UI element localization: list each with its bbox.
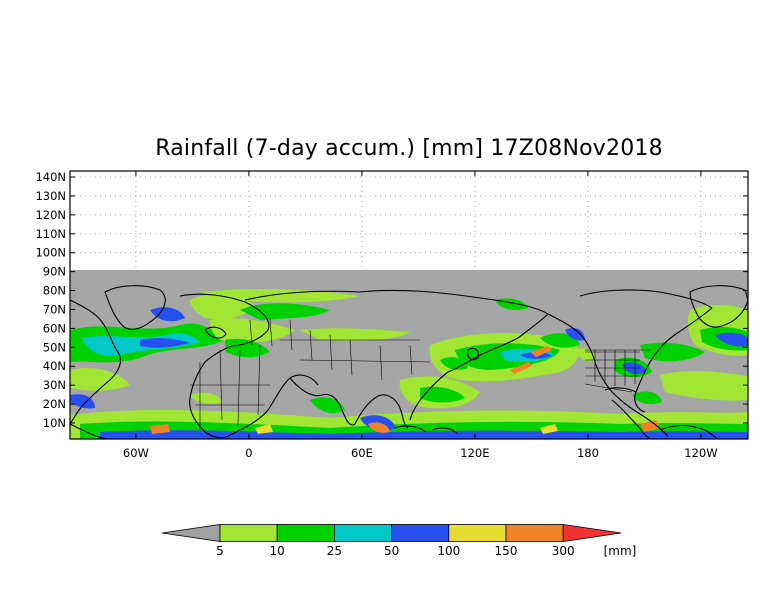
y-tick-label: 70N: [43, 302, 66, 316]
coastline-americas-west: [70, 299, 121, 425]
colorbar-segment: [562, 524, 622, 542]
coastline-north-america-west: [547, 313, 669, 437]
precip-patch: [632, 391, 662, 404]
colorbar-label: 50: [384, 544, 399, 558]
precip-patch: [255, 424, 273, 434]
y-tick-label: 140N: [35, 170, 66, 184]
precip-patch: [150, 424, 170, 434]
precip-patch: [540, 333, 580, 348]
plot-area: 140N 130N 120N 110N 100N 90N 80N 70N 60N 50N 40N 30…: [35, 170, 749, 460]
y-tick-label: 10N: [43, 416, 66, 430]
precip-patch: [70, 394, 95, 409]
precip-patch: [715, 332, 748, 347]
precip-patch: [440, 357, 468, 370]
precip-patch: [225, 338, 270, 358]
colorbar-label: 100: [437, 544, 460, 558]
map-title: Rainfall (7-day accum.) [mm] 17Z08Nov201…: [155, 136, 663, 161]
y-tick-label: 90N: [43, 265, 66, 279]
borders-eurasia: [249, 317, 431, 381]
precip-patch: [565, 328, 585, 341]
x-tick-label: 0: [245, 446, 252, 460]
precip-patch: [200, 289, 360, 303]
coastline-north-america-north: [579, 289, 713, 309]
x-tick-label: 120E: [460, 446, 489, 460]
coastline-britain: [204, 326, 227, 339]
y-tick-label: 100N: [35, 246, 66, 260]
colorbar-label: 150: [495, 544, 518, 558]
coastline-africa-east: [229, 374, 319, 436]
precip-patch: [190, 294, 255, 320]
coastline-europe-africa: [179, 293, 270, 439]
precip-patch: [640, 342, 705, 362]
colorbar-label: 300: [552, 544, 575, 558]
borders: [190, 317, 650, 430]
gridlines: [70, 171, 748, 270]
coastline-south-america: [659, 424, 719, 439]
y-tick-label: 20N: [43, 397, 66, 411]
coastline-asia-north: [244, 289, 549, 315]
colorbar-segment: [219, 524, 278, 542]
y-tick-label: 60N: [43, 321, 66, 335]
colorbar-segment: [391, 524, 450, 542]
coastline-north-america-east: [634, 307, 713, 413]
x-tick-label: 60E: [351, 446, 373, 460]
y-axis: 140N 130N 120N 110N 100N 90N 80N 70N 60N 50N 40N 30…: [35, 170, 748, 430]
precip-patch: [368, 422, 390, 433]
precip-patch: [660, 371, 748, 401]
coastline-japan: [467, 347, 479, 361]
borders-usa-states: [585, 350, 640, 386]
coastline-south-asia: [289, 377, 409, 429]
coastline-greenland-east: [689, 285, 748, 328]
x-tick-label: 120W: [684, 446, 717, 460]
colorbar-unit: [mm]: [604, 544, 637, 558]
colorbar-segment: [505, 524, 564, 542]
colorbar-segment: [161, 524, 221, 542]
coastline-east-asia: [409, 313, 549, 421]
precip-patch: [540, 424, 558, 434]
x-tick-label: 60W: [123, 446, 149, 460]
precip-patch: [640, 420, 660, 432]
y-tick-label: 50N: [43, 340, 66, 354]
colorbar-label: 5: [216, 544, 224, 558]
precip-patch: [70, 367, 130, 391]
y-tick-label: 30N: [43, 378, 66, 392]
precip-patch: [530, 346, 552, 357]
coastline-central-america: [604, 387, 651, 439]
y-tick-label: 130N: [35, 189, 66, 203]
colorbar-segment: [333, 524, 392, 542]
y-tick-label: 120N: [35, 208, 66, 222]
precip-patch: [240, 303, 330, 320]
precip-patch: [510, 362, 532, 374]
precip-patch: [100, 430, 748, 439]
y-tick-label: 80N: [43, 284, 66, 298]
y-tick-label: 110N: [35, 227, 66, 241]
precip-patch: [210, 318, 295, 343]
precip-patch: [140, 338, 190, 348]
colorbar-segment: [448, 524, 507, 542]
borders-africa: [190, 344, 270, 430]
coastlines: [70, 285, 748, 439]
colorbar: 5 10 25 50 100 150 300 [mm]: [161, 524, 637, 558]
rainfall-field: [70, 270, 748, 439]
precip-patch: [150, 307, 185, 322]
precip-patch: [420, 386, 465, 403]
coastline-greenland-west: [104, 285, 166, 330]
colorbar-label: 10: [270, 544, 285, 558]
x-tick-label: 180: [577, 446, 599, 460]
plot-frame: [69, 170, 749, 440]
precip-patch: [190, 392, 222, 404]
coastline-indonesia: [394, 425, 459, 435]
colorbar-label: 25: [327, 544, 342, 558]
y-tick-label: 40N: [43, 359, 66, 373]
precip-patch: [300, 328, 410, 341]
precip-patch: [310, 397, 345, 414]
colorbar-segment: [276, 524, 335, 542]
x-axis: 60W060E120E180120W60W: [123, 171, 718, 460]
borders-usa-canada-mexico: [584, 349, 650, 393]
